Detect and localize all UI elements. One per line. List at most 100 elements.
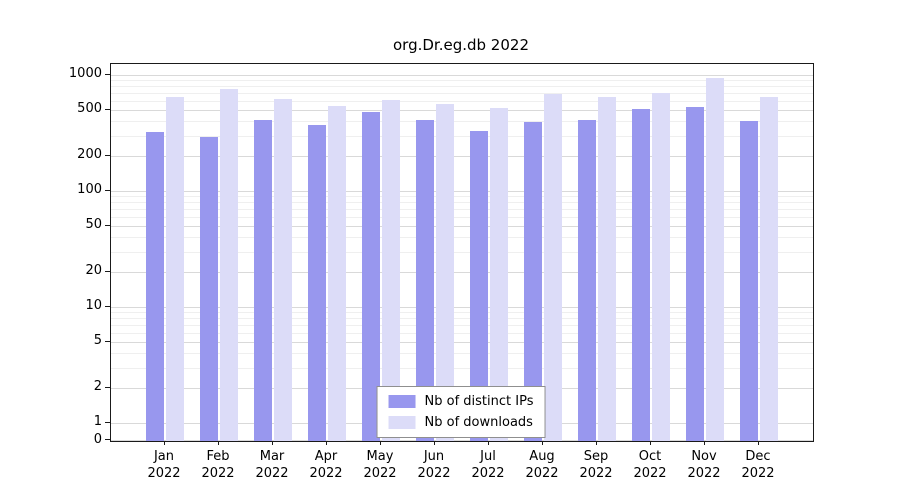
bar-distinct-ips xyxy=(524,122,542,441)
y-axis-tick-label: 0 xyxy=(93,432,102,447)
bar-downloads xyxy=(382,99,400,441)
y-axis-tick xyxy=(105,155,110,157)
minor-gridline xyxy=(111,332,813,334)
x-axis-tick-label: Jun 2022 xyxy=(417,449,451,481)
bar-downloads xyxy=(490,107,508,441)
bar-distinct-ips xyxy=(686,106,704,441)
minor-gridline xyxy=(111,80,813,82)
chart-title: org.Dr.eg.db 2022 xyxy=(393,36,529,54)
x-axis-tick xyxy=(704,441,705,445)
bar-downloads xyxy=(166,96,184,441)
bar-distinct-ips xyxy=(146,132,164,441)
bar-distinct-ips xyxy=(740,121,758,441)
y-axis-tick-label: 5 xyxy=(93,332,102,348)
y-axis-tick xyxy=(105,387,110,389)
bar-distinct-ips xyxy=(416,119,434,441)
legend-entry: Nb of downloads xyxy=(388,415,534,430)
bar-downloads xyxy=(436,104,454,441)
minor-gridline xyxy=(111,216,813,218)
x-axis-tick xyxy=(488,441,489,445)
minor-gridline xyxy=(111,237,813,239)
y-axis-tick xyxy=(105,224,110,226)
x-axis-tick xyxy=(434,441,435,445)
major-gridline xyxy=(111,75,813,76)
x-axis-tick xyxy=(542,441,543,445)
bar-distinct-ips xyxy=(362,111,380,441)
minor-gridline xyxy=(111,202,813,204)
legend: Nb of distinct IPs Nb of downloads xyxy=(376,386,546,438)
distinct-ips-swatch xyxy=(388,395,416,408)
y-axis-tick xyxy=(105,340,110,342)
x-axis-tick-label: Dec 2022 xyxy=(741,449,775,481)
bar-downloads xyxy=(598,97,616,441)
legend-entry-label: Nb of distinct IPs xyxy=(424,394,534,409)
y-axis-tick xyxy=(105,190,110,191)
major-gridline xyxy=(111,272,813,274)
y-axis-tick-label: 500 xyxy=(77,100,102,116)
legend-entry: Nb of distinct IPs xyxy=(388,394,534,409)
x-axis-tick-label: Nov 2022 xyxy=(687,449,721,481)
y-axis-tick xyxy=(105,422,110,423)
bar-distinct-ips xyxy=(578,119,596,441)
major-gridline xyxy=(111,191,813,192)
bar-distinct-ips xyxy=(200,137,218,441)
x-axis-tick-label: Oct 2022 xyxy=(633,449,667,481)
minor-gridline xyxy=(111,86,813,88)
minor-gridline xyxy=(111,251,813,253)
major-gridline xyxy=(111,109,813,111)
y-axis-tick xyxy=(105,271,110,273)
major-gridline xyxy=(111,225,813,227)
bar-downloads xyxy=(328,106,346,441)
bar-downloads xyxy=(652,92,670,441)
minor-gridline xyxy=(111,353,813,355)
minor-gridline xyxy=(111,318,813,320)
minor-gridline xyxy=(111,312,813,314)
bar-downloads xyxy=(274,99,292,441)
x-axis-tick xyxy=(596,441,597,445)
y-axis-tick-label: 50 xyxy=(85,216,102,232)
x-axis-tick xyxy=(650,441,651,445)
minor-gridline xyxy=(111,196,813,198)
x-axis-tick-label: Mar 2022 xyxy=(255,449,289,481)
x-axis-tick-label: Jul 2022 xyxy=(471,449,505,481)
x-axis-tick-label: May 2022 xyxy=(363,449,397,481)
y-axis-tick-label: 1000 xyxy=(68,66,102,81)
minor-gridline xyxy=(111,121,813,123)
legend-entry-label: Nb of downloads xyxy=(424,415,533,430)
y-axis-tick xyxy=(105,306,110,307)
major-gridline xyxy=(111,307,813,308)
bar-downloads xyxy=(760,97,778,441)
bar-distinct-ips xyxy=(308,125,326,441)
x-axis-tick-label: Aug 2022 xyxy=(525,449,559,481)
bar-distinct-ips xyxy=(470,130,488,441)
x-axis-tick-label: Feb 2022 xyxy=(201,449,235,481)
x-axis-tick xyxy=(164,441,165,445)
x-axis-tick xyxy=(758,441,759,445)
major-gridline xyxy=(111,341,813,343)
bar-downloads xyxy=(544,93,562,441)
minor-gridline xyxy=(111,324,813,326)
y-axis-tick xyxy=(105,74,110,75)
y-axis-tick-label: 100 xyxy=(77,182,102,197)
x-axis-tick-label: Apr 2022 xyxy=(309,449,343,481)
y-axis-tick-label: 10 xyxy=(85,298,102,313)
y-axis-tick-label: 20 xyxy=(85,263,102,279)
downloads-swatch xyxy=(388,416,416,429)
x-axis-tick xyxy=(218,441,219,445)
major-gridline xyxy=(111,440,813,441)
x-axis-tick xyxy=(272,441,273,445)
bar-downloads xyxy=(220,88,238,441)
y-axis-tick-label: 2 xyxy=(93,379,102,395)
bar-distinct-ips xyxy=(254,119,272,441)
major-gridline xyxy=(111,156,813,158)
y-axis-tick xyxy=(105,439,110,440)
minor-gridline xyxy=(111,135,813,137)
y-axis-tick-label: 200 xyxy=(77,147,102,163)
x-axis-tick xyxy=(380,441,381,445)
y-axis-tick-label: 1 xyxy=(93,414,102,429)
minor-gridline xyxy=(111,367,813,369)
minor-gridline xyxy=(111,208,813,210)
y-axis-tick xyxy=(105,108,110,110)
minor-gridline xyxy=(111,100,813,102)
